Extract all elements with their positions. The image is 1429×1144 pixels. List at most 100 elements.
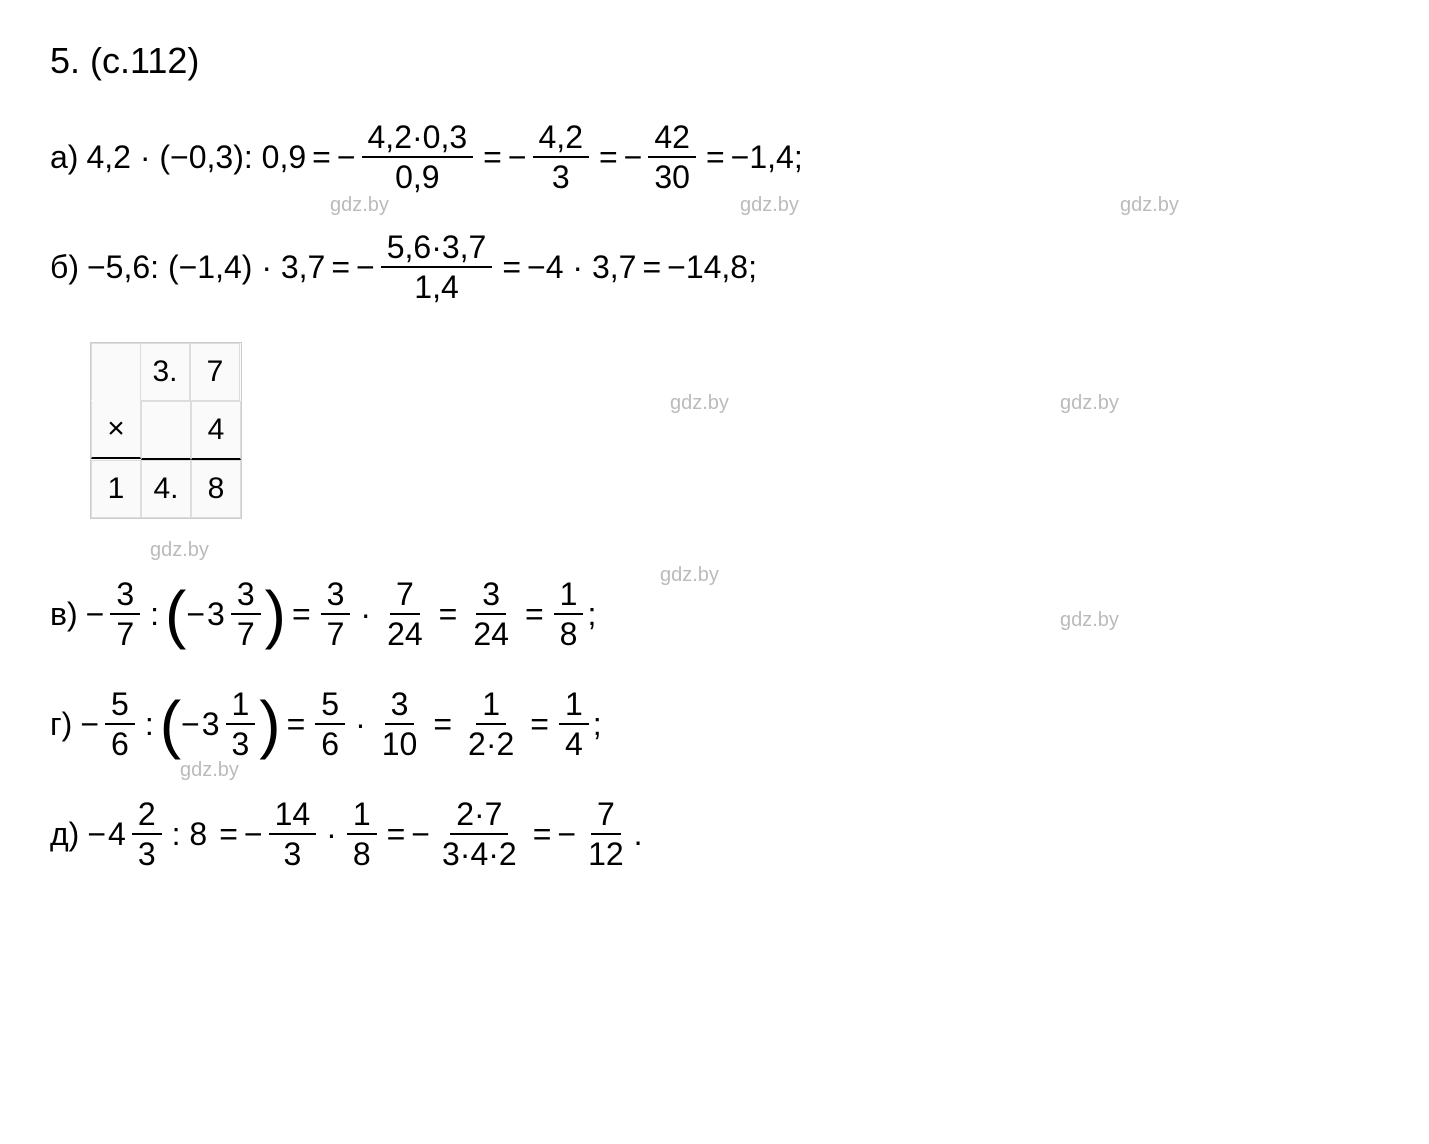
numerator: 42	[648, 118, 696, 158]
numerator: 4,2	[533, 118, 589, 158]
minus: −	[337, 139, 356, 176]
numerator: 3	[476, 575, 506, 615]
multiplication-table: 3. 7 × 4 1 4. 8	[90, 342, 242, 519]
fraction: 1 2·2	[462, 685, 520, 764]
mixed-fraction: 3 1 3	[202, 685, 260, 764]
fraction: 3 10	[376, 685, 424, 764]
table-cell: 1	[91, 460, 141, 518]
letter-a: а)	[50, 139, 78, 176]
denominator: 0,9	[389, 158, 445, 196]
minus: −	[508, 139, 527, 176]
denominator: 30	[648, 158, 696, 196]
equals: =	[642, 249, 661, 286]
equals: =	[502, 249, 521, 286]
fraction: 3 24	[467, 575, 515, 654]
numerator: 1	[559, 685, 589, 725]
equals: =	[287, 706, 306, 743]
equals: =	[292, 596, 311, 633]
colon: : 8	[172, 816, 208, 853]
denominator: 3·4·2	[436, 835, 523, 873]
fraction: 7 24	[381, 575, 429, 654]
fraction: 4,2·0,3 0,9	[362, 118, 474, 197]
denominator: 24	[467, 615, 515, 653]
minus: −	[181, 706, 200, 743]
denominator: 3	[546, 158, 576, 196]
numerator: 5,6·3,7	[381, 228, 493, 268]
numerator: 1	[347, 795, 377, 835]
dot: ·	[360, 596, 371, 633]
equals: =	[219, 816, 238, 853]
numerator: 3	[231, 575, 261, 615]
denominator: 2·2	[462, 725, 520, 763]
denominator: 8	[554, 615, 584, 653]
fraction: 5,6·3,7 1,4	[381, 228, 493, 307]
semicolon: ;	[593, 706, 602, 743]
minus: −	[80, 706, 99, 743]
mult-table-container: 3. 7 × 4 1 4. 8 gdz.by gdz.by	[50, 332, 1379, 539]
result-b: −14,8;	[667, 249, 757, 286]
denominator: 12	[582, 835, 630, 873]
paren-right: )	[259, 705, 280, 743]
minus: −	[244, 816, 263, 853]
equals: =	[439, 596, 458, 633]
watermark: gdz.by	[330, 194, 389, 217]
equals: =	[433, 706, 452, 743]
problem-a: а) 4,2 · (−0,3): 0,9 = − 4,2·0,3 0,9 = −…	[50, 112, 1379, 202]
fraction: 7 12	[582, 795, 630, 874]
numerator: 5	[105, 685, 135, 725]
colon: :	[145, 706, 154, 743]
fraction: 1 8	[554, 575, 584, 654]
fraction: 5 6	[315, 685, 345, 764]
dot: ·	[355, 706, 366, 743]
numerator: 5	[315, 685, 345, 725]
watermark: gdz.by	[1060, 609, 1119, 632]
denominator: 6	[105, 725, 135, 763]
result-a: −1,4;	[731, 139, 803, 176]
numerator: 7	[591, 795, 621, 835]
denominator: 24	[381, 615, 429, 653]
whole-part: 4	[108, 816, 126, 853]
letter-b: б)	[50, 249, 79, 286]
colon: :	[150, 596, 159, 633]
denominator: 3	[132, 835, 162, 873]
denominator: 1,4	[408, 268, 464, 306]
denominator: 10	[376, 725, 424, 763]
watermark: gdz.by	[1060, 392, 1119, 415]
watermark: gdz.by	[670, 392, 729, 415]
problem-v: в) − 3 7 : ( − 3 3 7 ) = 3 7 · 7 24 = 3 …	[50, 569, 1379, 659]
numerator: 3	[110, 575, 140, 615]
minus: −	[411, 816, 430, 853]
equals: =	[331, 249, 350, 286]
numerator: 2·7	[450, 795, 508, 835]
denominator: 3	[277, 835, 307, 873]
fraction: 3 7	[321, 575, 351, 654]
denominator: 3	[226, 725, 256, 763]
whole-part: 3	[202, 706, 220, 743]
semicolon: ;	[587, 596, 596, 633]
minus: −	[86, 596, 105, 633]
mult-sym-cell	[91, 343, 140, 400]
table-cell: 7	[190, 343, 240, 401]
fraction: 1 4	[559, 685, 589, 764]
table-cell: 8	[191, 460, 241, 518]
table-cell: 3.	[140, 343, 190, 401]
table-cell: 4	[191, 401, 241, 460]
paren-right: )	[265, 595, 286, 633]
numerator: 1	[226, 685, 256, 725]
expr-b-initial: −5,6: (−1,4) · 3,7	[87, 249, 325, 286]
denominator: 8	[347, 835, 377, 873]
numerator: 3	[385, 685, 415, 725]
mid-expr: −4 · 3,7	[527, 249, 636, 286]
problem-g: г) − 5 6 : ( − 3 1 3 ) = 5 6 · 3 10 = 1 …	[50, 679, 1379, 769]
paren-left: (	[160, 705, 181, 743]
watermark: gdz.by	[740, 194, 799, 217]
letter-d: д)	[50, 816, 79, 853]
equals: =	[706, 139, 725, 176]
numerator: 7	[390, 575, 420, 615]
table-cell: ×	[91, 401, 141, 459]
equals: =	[525, 596, 544, 633]
numerator: 4,2·0,3	[362, 118, 474, 158]
numerator: 2	[132, 795, 162, 835]
fraction: 3 7	[110, 575, 140, 654]
watermark: gdz.by	[150, 539, 209, 562]
